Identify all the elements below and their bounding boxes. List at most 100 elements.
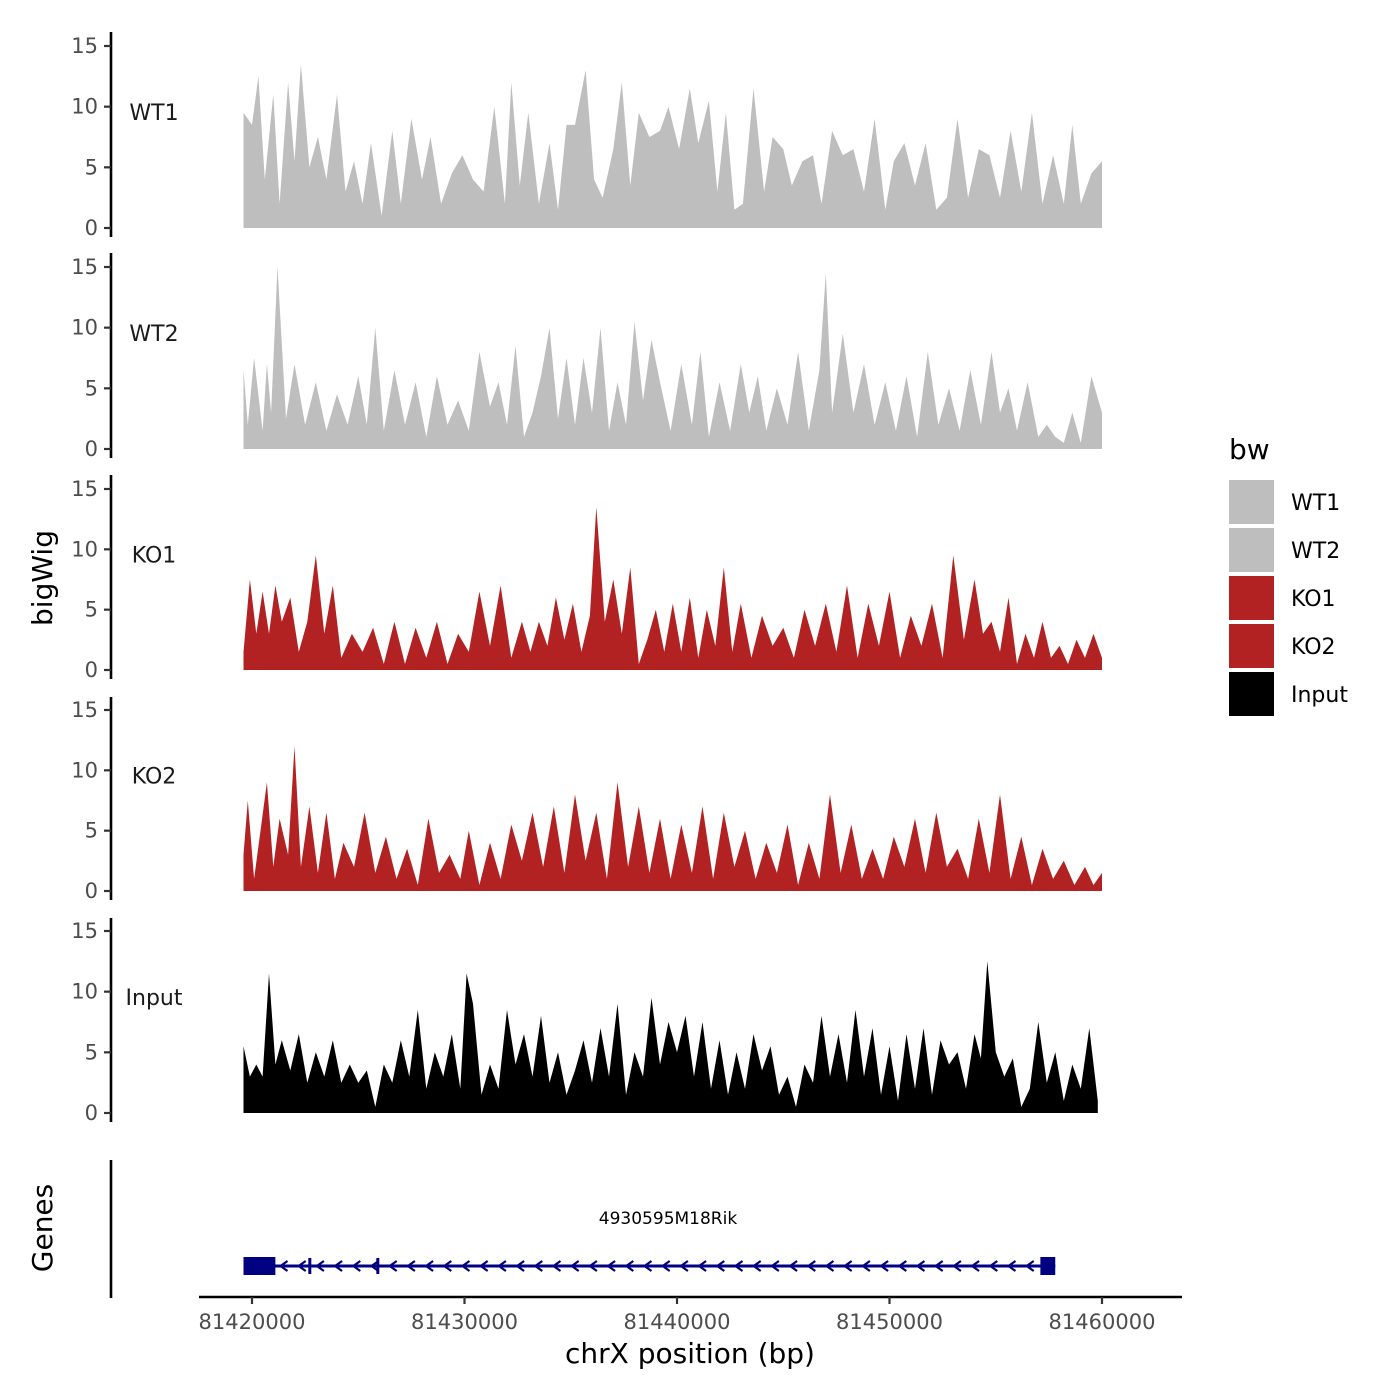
legend: bw WT1 WT2 KO1 KO2 Input (1229, 433, 1348, 716)
y-tick-label: 10 (71, 316, 98, 340)
track-label: WT1 (129, 101, 178, 126)
y-tick-label: 15 (71, 34, 98, 58)
gene-exon (1040, 1257, 1056, 1275)
track-WT1: 0 5 10 15 WT1 (71, 32, 1102, 240)
legend-swatch (1229, 480, 1274, 524)
x-ticks: 81420000 81430000 81440000 81450000 81460000 (199, 1297, 1156, 1334)
strand-arrow (460, 1260, 471, 1272)
strand-arrow (788, 1260, 798, 1272)
legend-title: bw (1229, 433, 1270, 466)
strand-arrow (387, 1260, 398, 1272)
strand-arrow (861, 1260, 871, 1272)
strand-arrow (970, 1260, 980, 1272)
strand-arrow (424, 1260, 434, 1272)
strand-arrow (442, 1260, 452, 1272)
gene-name-label: 4930595M18Rik (599, 1209, 738, 1229)
gene-track: Genes 4930595M18Rik (26, 1160, 1056, 1298)
strand-arrow (1006, 1260, 1017, 1272)
strand-arrow (679, 1260, 689, 1272)
track-KO2: 0 5 10 15 KO2 (71, 697, 1102, 903)
strand-arrow (515, 1260, 525, 1272)
track-label: KO2 (132, 765, 177, 790)
strand-arrow (1024, 1260, 1035, 1272)
y-tick-label: 5 (85, 819, 98, 843)
strand-arrow (915, 1260, 926, 1272)
strand-arrow (296, 1260, 307, 1272)
legend-item: Input (1229, 672, 1348, 716)
x-tick-label: 81420000 (199, 1310, 306, 1334)
strand-arrow (606, 1260, 616, 1272)
strand-arrow (988, 1260, 998, 1272)
track-WT2: 0 5 10 15 WT2 (71, 253, 1102, 461)
strand-arrow (842, 1260, 853, 1272)
strand-arrow (952, 1260, 962, 1272)
y-tick-label: 15 (71, 698, 98, 722)
strand-arrow (333, 1260, 343, 1272)
y-tick-label: 10 (71, 758, 98, 782)
strand-arrow (751, 1260, 762, 1272)
coverage-tracks: 0 5 10 15 WT1 0 5 10 15 WT2 0 5 10 15 KO1 0 5 10 15 KO2 0 5 10… (71, 32, 1102, 1125)
gene-model (243, 1257, 1056, 1275)
y-tick-label: 5 (85, 155, 98, 179)
legend-label: KO1 (1291, 587, 1336, 612)
strand-arrow (406, 1260, 416, 1272)
strand-arrow (624, 1260, 634, 1272)
y-tick-label: 5 (85, 1040, 98, 1064)
track-Input: 0 5 10 15 Input (71, 918, 1098, 1125)
y-tick-label: 15 (71, 919, 98, 943)
y-tick-label: 0 (85, 1101, 98, 1125)
y-tick-label: 15 (71, 477, 98, 501)
strand-arrow (569, 1260, 580, 1272)
coverage-area-KO1 (243, 507, 1102, 670)
strand-arrow (697, 1260, 707, 1272)
strand-arrow (733, 1260, 744, 1272)
track-label: WT2 (129, 322, 178, 347)
strand-arrow (770, 1260, 780, 1272)
y-tick-label: 0 (85, 216, 98, 240)
x-axis-title: chrX position (bp) (565, 1337, 815, 1370)
strand-arrow (879, 1260, 889, 1272)
strand-arrow (278, 1260, 289, 1272)
y-tick-label: 0 (85, 437, 98, 461)
x-tick-label: 81460000 (1049, 1310, 1156, 1334)
strand-arrow (660, 1260, 671, 1272)
legend-item: WT2 (1229, 528, 1340, 572)
strand-arrow (551, 1260, 562, 1272)
strand-arrow (806, 1260, 816, 1272)
strand-arrow (933, 1260, 944, 1272)
strand-arrow (478, 1260, 489, 1272)
strand-arrow (824, 1260, 835, 1272)
gene-exon (243, 1257, 276, 1275)
strand-arrow (497, 1260, 507, 1272)
legend-items: WT1 WT2 KO1 KO2 Input (1229, 480, 1348, 716)
legend-label: Input (1291, 683, 1348, 708)
legend-item: WT1 (1229, 480, 1340, 524)
coverage-area-WT2 (243, 267, 1102, 449)
legend-item: KO2 (1229, 624, 1336, 668)
gene-exon (376, 1258, 380, 1274)
legend-item: KO1 (1229, 576, 1336, 620)
x-tick-label: 81440000 (624, 1310, 731, 1334)
legend-label: WT1 (1291, 491, 1340, 516)
legend-swatch (1229, 576, 1274, 620)
y-axis-title: bigWig (26, 530, 59, 626)
y-tick-label: 10 (71, 980, 98, 1004)
y-tick-label: 5 (85, 376, 98, 400)
y-tick-label: 0 (85, 879, 98, 903)
legend-label: KO2 (1291, 635, 1336, 660)
strand-arrow (369, 1260, 380, 1272)
track-label: Input (126, 986, 183, 1011)
strand-arrow (897, 1260, 907, 1272)
coverage-area-KO2 (243, 746, 1102, 891)
track-label: KO1 (132, 544, 177, 569)
gene-exon (308, 1258, 312, 1274)
y-tick-label: 15 (71, 255, 98, 279)
strand-arrow (715, 1260, 725, 1272)
strand-arrow (642, 1260, 653, 1272)
x-axis: 81420000 81430000 81440000 81450000 81460000… (199, 1295, 1182, 1370)
legend-label: WT2 (1291, 539, 1340, 564)
strand-arrow (533, 1260, 543, 1272)
legend-swatch (1229, 672, 1274, 716)
